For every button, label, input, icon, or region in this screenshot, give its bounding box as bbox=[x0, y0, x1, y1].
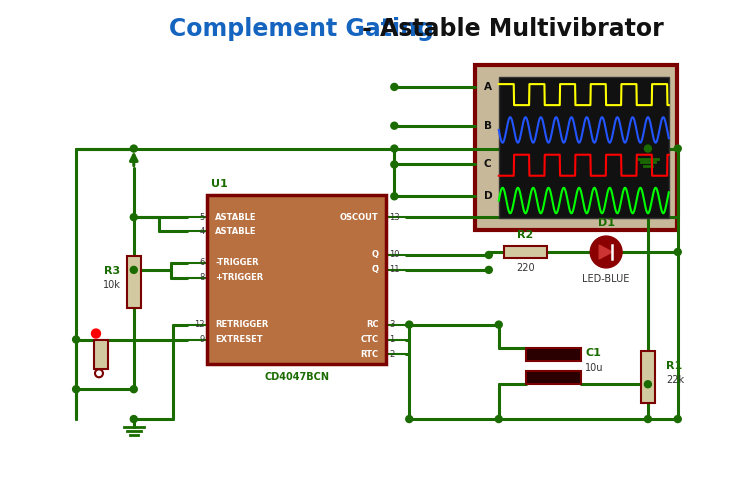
Circle shape bbox=[406, 416, 412, 422]
Text: 11: 11 bbox=[389, 266, 400, 274]
Text: D1: D1 bbox=[598, 218, 615, 228]
Text: 9: 9 bbox=[200, 335, 205, 344]
Text: B: B bbox=[484, 120, 492, 130]
Circle shape bbox=[674, 145, 681, 152]
Circle shape bbox=[485, 252, 492, 258]
Circle shape bbox=[130, 214, 137, 220]
Text: D: D bbox=[484, 192, 493, 202]
Text: Q̅: Q̅ bbox=[371, 266, 379, 274]
Circle shape bbox=[495, 321, 502, 328]
Text: RTC: RTC bbox=[360, 350, 379, 359]
Text: Complement Gating: Complement Gating bbox=[169, 17, 434, 41]
Text: 22k: 22k bbox=[666, 376, 684, 386]
Circle shape bbox=[130, 416, 137, 422]
Circle shape bbox=[92, 329, 100, 338]
Circle shape bbox=[130, 266, 137, 274]
Text: C: C bbox=[484, 160, 491, 170]
Text: 13: 13 bbox=[389, 212, 400, 222]
Polygon shape bbox=[599, 245, 612, 259]
Bar bbox=[641, 352, 655, 403]
Text: C1: C1 bbox=[585, 348, 602, 358]
Circle shape bbox=[130, 145, 137, 152]
Circle shape bbox=[674, 416, 681, 422]
Circle shape bbox=[644, 381, 652, 388]
Bar bbox=[208, 196, 386, 364]
Circle shape bbox=[495, 416, 502, 422]
Text: - Astable Multivibrator: - Astable Multivibrator bbox=[362, 17, 663, 41]
Bar bbox=[475, 65, 676, 230]
Circle shape bbox=[391, 161, 398, 168]
Text: A: A bbox=[484, 82, 492, 92]
Circle shape bbox=[73, 386, 80, 392]
Text: CD4047BCN: CD4047BCN bbox=[265, 372, 329, 382]
Bar bbox=[499, 77, 669, 218]
Text: 4: 4 bbox=[200, 226, 205, 235]
Text: ASTABLE: ASTABLE bbox=[215, 212, 256, 222]
Circle shape bbox=[644, 145, 652, 152]
Circle shape bbox=[406, 321, 412, 328]
Circle shape bbox=[391, 84, 398, 90]
Text: R2: R2 bbox=[518, 230, 534, 240]
Bar bbox=[127, 256, 141, 308]
Circle shape bbox=[644, 416, 652, 422]
Circle shape bbox=[590, 236, 622, 268]
Text: 12: 12 bbox=[194, 320, 205, 329]
Circle shape bbox=[73, 336, 80, 343]
Text: U1: U1 bbox=[211, 180, 228, 190]
Circle shape bbox=[674, 248, 681, 256]
Text: 3: 3 bbox=[389, 320, 394, 329]
Text: -TRIGGER: -TRIGGER bbox=[215, 258, 259, 268]
Bar bbox=[94, 340, 108, 370]
Text: 2: 2 bbox=[389, 350, 394, 359]
Text: 6: 6 bbox=[199, 258, 205, 268]
Text: EXTRESET: EXTRESET bbox=[215, 335, 263, 344]
Circle shape bbox=[130, 386, 137, 392]
Text: 10u: 10u bbox=[585, 364, 604, 374]
Text: 5: 5 bbox=[200, 212, 205, 222]
Text: Q: Q bbox=[371, 250, 379, 260]
Text: OSCOUT: OSCOUT bbox=[340, 212, 379, 222]
Text: R3: R3 bbox=[104, 266, 120, 276]
Text: RETRIGGER: RETRIGGER bbox=[215, 320, 268, 329]
Text: ASTABLE: ASTABLE bbox=[215, 226, 256, 235]
Circle shape bbox=[391, 145, 398, 152]
Text: LED-BLUE: LED-BLUE bbox=[583, 274, 630, 284]
Text: 10k: 10k bbox=[103, 280, 121, 290]
Bar bbox=[526, 348, 581, 362]
Bar bbox=[526, 372, 581, 384]
Text: R1: R1 bbox=[666, 362, 682, 372]
Text: 10: 10 bbox=[389, 250, 400, 260]
Circle shape bbox=[391, 122, 398, 129]
Text: 8: 8 bbox=[199, 274, 205, 282]
Text: +TRIGGER: +TRIGGER bbox=[215, 274, 263, 282]
Circle shape bbox=[391, 193, 398, 200]
Text: RC: RC bbox=[366, 320, 379, 329]
Text: 1: 1 bbox=[389, 335, 394, 344]
Text: 220: 220 bbox=[516, 263, 535, 273]
Circle shape bbox=[485, 266, 492, 274]
Text: CTC: CTC bbox=[360, 335, 379, 344]
Bar bbox=[504, 246, 548, 258]
